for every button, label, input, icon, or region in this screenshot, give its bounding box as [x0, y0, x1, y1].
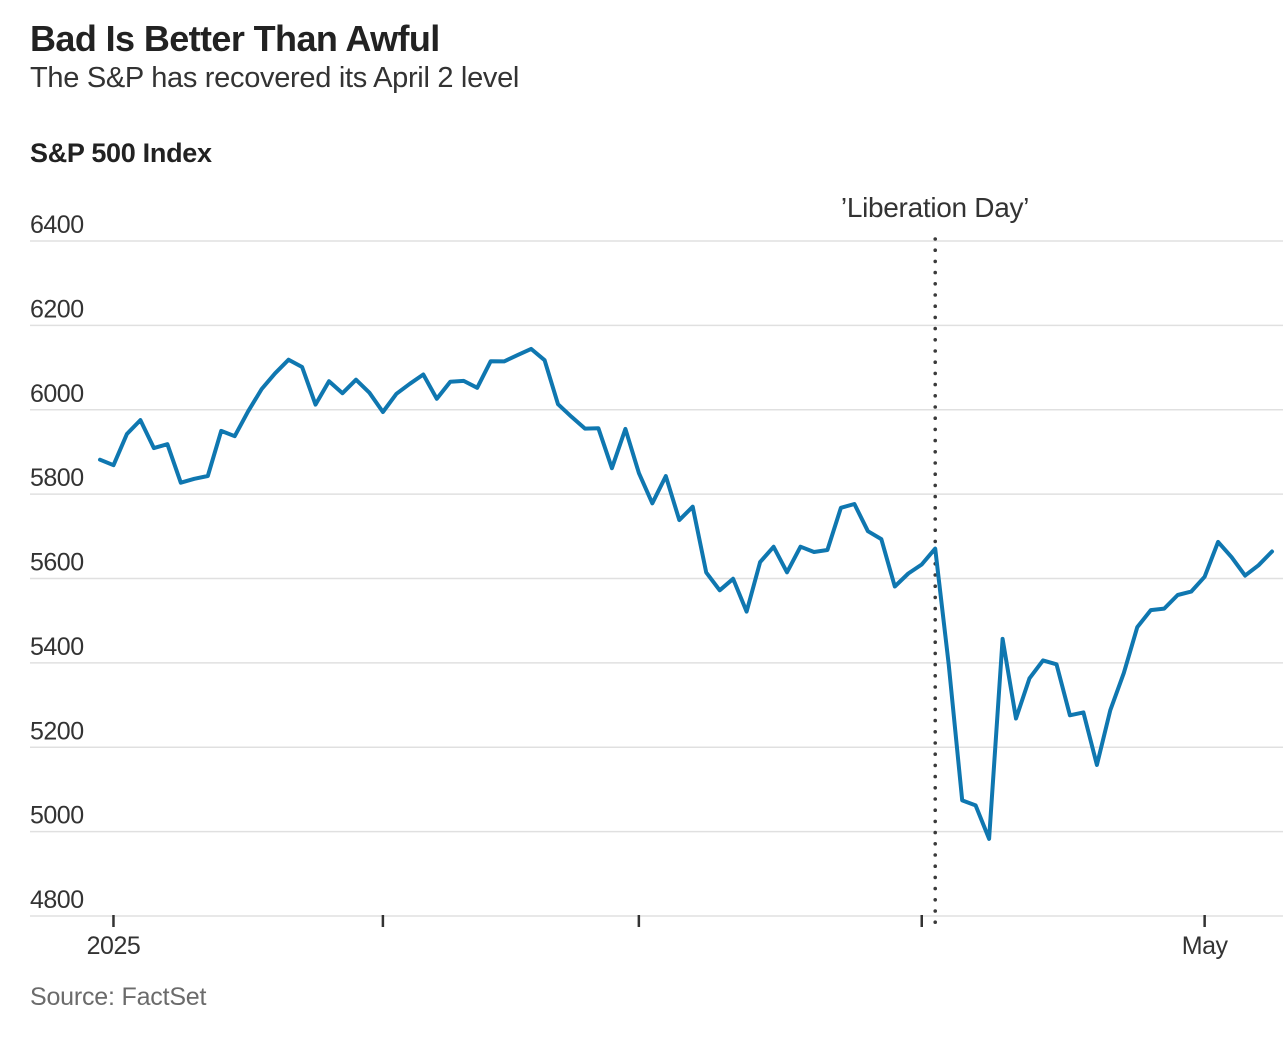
y-axis-tick-label: 5800: [30, 464, 84, 492]
axis-unit-label: S&P 500 Index: [30, 138, 212, 168]
y-axis-tick-label: 5600: [30, 549, 84, 577]
y-axis-tick-label: 5000: [30, 802, 84, 830]
y-axis-tick-label: 6000: [30, 380, 84, 408]
y-axis-tick-label: 5200: [30, 717, 84, 745]
chart-title: Bad Is Better Than Awful: [30, 18, 440, 59]
y-axis-tick-label: 6200: [30, 295, 84, 323]
source-note: Source: FactSet: [30, 983, 207, 1011]
y-axis-tick-label: 4800: [30, 886, 84, 914]
y-axis-tick-label: 6400: [30, 211, 84, 239]
y-axis-tick-label: 5400: [30, 633, 84, 661]
chart-subtitle: The S&P has recovered its April 2 level: [30, 62, 520, 94]
sp500-series-line: [98, 346, 1274, 841]
x-axis-tick-label: May: [1182, 932, 1229, 960]
liberation-day-annotation: ’Liberation Day’: [840, 192, 1030, 223]
x-axis-tick-label: 2025: [87, 932, 141, 960]
